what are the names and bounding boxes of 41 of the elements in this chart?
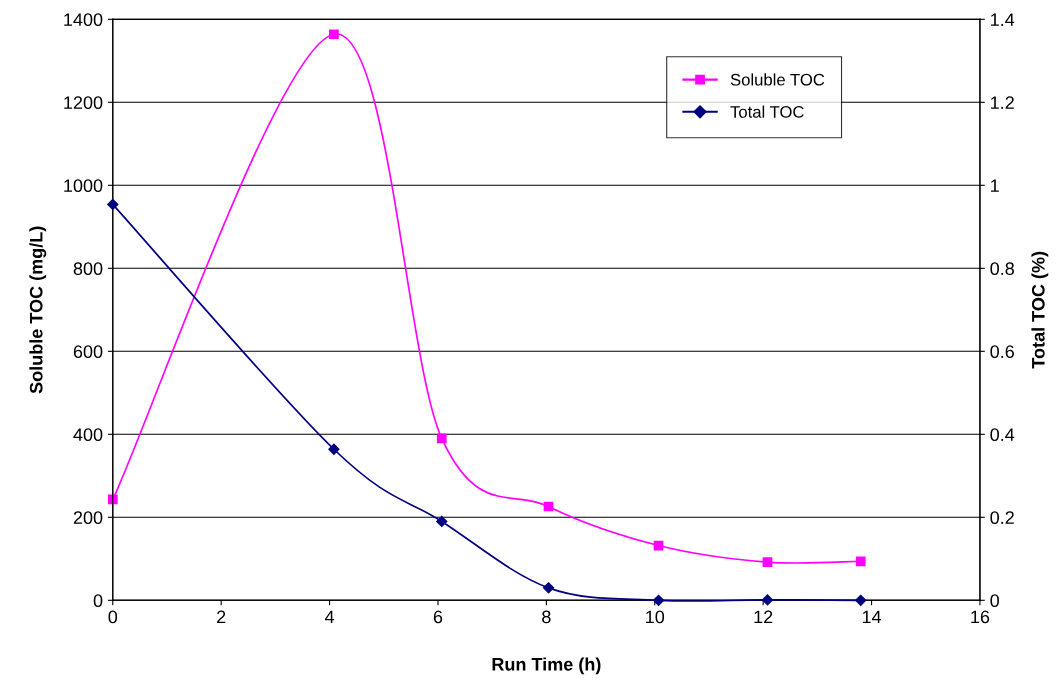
y2-tick-label: 0 [990, 594, 999, 608]
legend-label: Soluble TOC [730, 73, 825, 86]
y-tick-label: 200 [73, 511, 103, 525]
y-tick-label: 600 [73, 345, 103, 359]
y2-tick-label: 1.2 [991, 96, 1014, 109]
point [542, 582, 555, 594]
y2-tick-label: 0.4 [990, 428, 1015, 442]
x-tick-label: 16 [971, 610, 990, 624]
point [761, 594, 774, 606]
x-tick-label: 4 [324, 610, 335, 624]
y-tick-label: 1000 [64, 179, 103, 193]
y-axis-title: Soluble TOC (mg/L) [29, 226, 47, 394]
x-tick-label: 2 [217, 610, 226, 624]
y2-axis-title: Total TOC (%) [1031, 251, 1049, 369]
point [436, 515, 448, 528]
y2-tick-label: 1 [991, 179, 999, 192]
point [107, 198, 119, 211]
x-tick-label: 0 [108, 610, 118, 624]
y-tick-label: 0 [93, 594, 103, 608]
y-tick-label: 1200 [64, 96, 103, 110]
y-tick-label: 1400 [64, 13, 103, 27]
y2-tick-label: 1.4 [991, 13, 1015, 26]
point [855, 594, 867, 606]
x-tick-label: 14 [862, 610, 882, 624]
x-tick-label: 6 [433, 610, 443, 624]
point [328, 443, 340, 455]
y-tick-label: 800 [73, 262, 103, 276]
point [652, 594, 665, 606]
legend-label: Total TOC [730, 105, 804, 118]
y2-tick-label: 0.8 [990, 262, 1014, 276]
y2-tick-label: 0.2 [990, 511, 1014, 525]
point [762, 557, 773, 567]
y2-tick-label: 0.6 [990, 345, 1014, 359]
x-tick-label: 10 [646, 610, 665, 624]
x-axis-title: Run Time (h) [492, 657, 601, 675]
point [855, 556, 866, 567]
point [436, 433, 447, 444]
y-tick-label: 400 [73, 428, 103, 442]
x-tick-label: 8 [542, 610, 551, 624]
point [329, 29, 339, 40]
x-tick-label: 12 [754, 610, 773, 624]
